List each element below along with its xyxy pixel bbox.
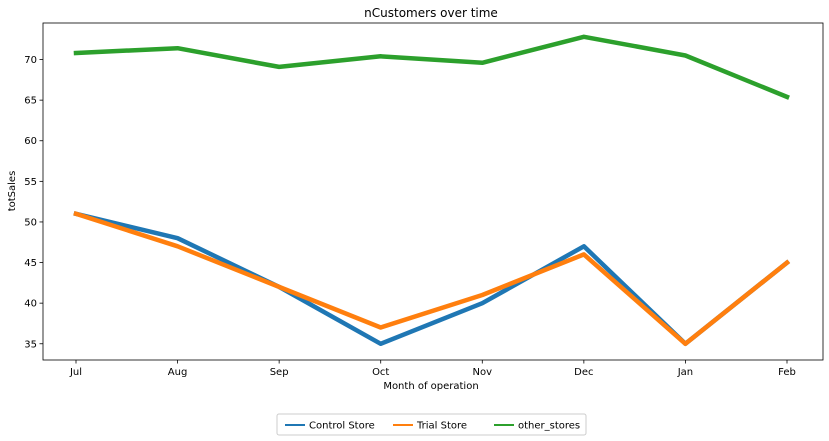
- x-tick-label: Jan: [677, 367, 693, 378]
- y-tick-label: 55: [24, 177, 37, 188]
- x-axis-title: Month of operation: [383, 381, 478, 392]
- legend: Control Store Trial Store other_stores: [276, 413, 587, 436]
- y-tick-label: 60: [24, 136, 37, 147]
- legend-label-control-store: Control Store: [309, 421, 375, 432]
- chart-title: nCustomers over time: [364, 6, 498, 20]
- y-tick-label: 35: [24, 339, 37, 350]
- x-tick-label: Feb: [778, 367, 796, 378]
- x-tick-label: Oct: [372, 367, 389, 378]
- y-tick-label: 40: [24, 299, 37, 310]
- x-tick-label: Sep: [270, 367, 289, 378]
- y-tick-label: 50: [24, 217, 37, 228]
- plot-frame: [42, 22, 824, 361]
- x-tick-label: Dec: [574, 367, 593, 378]
- y-tick-label: 70: [24, 55, 37, 66]
- legend-frame: [276, 413, 587, 436]
- series-layer: [73, 34, 791, 347]
- x-axis: Jul Aug Sep Oct Nov Dec Jan Feb: [69, 360, 796, 378]
- plot-area: 35 40 45 50 55 60 65 70 Jul Aug Sep Oct Nov Dec Jan Fe…: [24, 22, 824, 378]
- series-line-trial-store: [73, 210, 791, 347]
- x-tick-label: Nov: [473, 367, 493, 378]
- legend-label-trial-store: Trial Store: [416, 421, 467, 432]
- y-axis: 35 40 45 50 55 60 65 70: [24, 55, 43, 350]
- y-tick-label: 45: [24, 258, 37, 269]
- y-tick-label: 65: [24, 96, 37, 107]
- legend-label-other-stores: other_stores: [518, 421, 580, 432]
- y-axis-title: totSales: [7, 171, 18, 212]
- legend-items: Control Store Trial Store other_stores: [285, 421, 580, 432]
- x-tick-label: Jul: [69, 367, 82, 378]
- x-tick-label: Aug: [168, 367, 188, 378]
- series-line-other-stores: [73, 34, 790, 100]
